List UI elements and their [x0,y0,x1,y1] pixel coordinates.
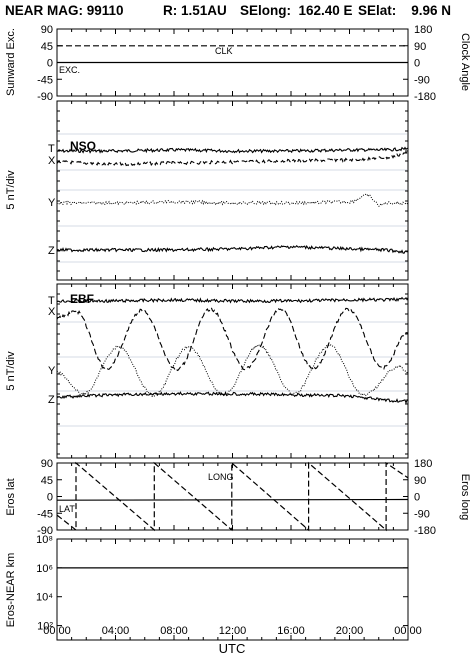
selat-label: SElat: 9.96 N [358,3,452,18]
y-tick-label-right: -180 [414,91,436,103]
y-tick-label-right: -90 [414,74,430,86]
y-tick-label-right: 0 [414,58,420,70]
y-tick-label-right: 90 [414,41,426,53]
series-label-exc: EXC. [59,65,80,75]
series-label-long: LONG [208,472,234,482]
x-tick-label: 08:00 [160,625,188,637]
ylabel-eros-near-km: Eros-NEAR km [5,553,17,628]
panel-eros-lat: Eros lat Eros long LONG LAT 90 180 45 90 0 0 -… [5,458,471,537]
mission-label: NEAR MAG: 99110 [5,3,124,18]
y-tick-label-right: 180 [414,458,432,470]
y-tick-label: 45 [41,475,53,487]
y-tick-label-right: 0 [414,492,420,504]
panel-tag-ebf: EBF [70,292,94,306]
ylabel-eros-long: Eros long [459,474,471,520]
y-tick-label: 10² [37,621,53,633]
series-line-x [56,151,409,167]
series-label-y: Y [48,197,56,209]
series-label-clk: CLK [215,46,233,56]
ylabel-nso: 5 nT/div [5,170,17,210]
y-tick-label: -90 [37,525,53,537]
series-label-y: Y [48,365,56,377]
y-tick-label: 10⁶ [36,563,53,575]
y-tick-label: -90 [37,91,53,103]
y-tick-label: 0 [47,58,53,70]
panel-eros-near-km: Eros-NEAR km 10⁸ 10⁶ 10⁴ 10² [5,534,409,641]
x-tick-label: 16:00 [277,625,305,637]
y-tick-label: -45 [37,508,53,520]
series-line-long [56,461,409,532]
y-tick-label: 90 [41,24,53,36]
range-label: R: 1.51AU [163,3,227,18]
series-line-x [56,307,409,372]
y-tick-label: 10⁴ [36,592,53,604]
y-tick-label: 10⁸ [36,534,53,546]
ylabel-clock-angle: Clock Angle [459,33,471,91]
ylabel-eros-lat: Eros lat [5,478,17,515]
y-tick-label-right: 180 [414,24,432,36]
page-title: NEAR MAG: 99110 R: 1.51AU SElong: 162.40… [0,3,474,19]
y-tick-label-right: 90 [414,475,426,487]
series-label-z: Z [48,394,55,406]
x-tick-label: 04:00 [102,625,130,637]
x-tick-label: 12:00 [219,625,247,637]
y-tick-label-right: -90 [414,508,430,520]
series-label-t: T [48,295,55,307]
panel-nso: 5 nT/div NSO TX Y Z [5,100,409,281]
y-tick-label-right: -180 [414,525,436,537]
selong-label: SElong: 162.40 E [240,3,353,18]
y-tick-label: 0 [47,492,53,504]
series-label-x: X [48,155,56,167]
x-tick-label: 20:00 [336,625,364,637]
panel-sunward-exc: Sunward Exc. Clock Angle CLK EXC. 90 180 4… [5,24,471,103]
x-tick-label: 00:00 [43,625,71,637]
series-line-t [56,146,409,154]
series-label-x: X [48,306,56,318]
panel-frame [56,283,409,459]
series-label-t: T [48,143,55,155]
panel-tag-nso: NSO [70,139,96,153]
x-tick-label: 00:00 [394,625,422,637]
y-tick-label: 90 [41,458,53,470]
series-line-z [56,244,409,254]
series-label-lat: LAT [59,504,75,514]
series-line-y [56,193,409,207]
panel-ebf: 5 nT/div EBF TX Y Z [5,283,409,459]
series-label-z: Z [48,245,55,257]
y-tick-label: 45 [41,41,53,53]
series-line-lat [56,498,409,501]
series-line-t [56,296,409,304]
series-line-z [56,390,409,405]
ylabel-sunward-exc: Sunward Exc. [5,28,17,96]
ylabel-ebf: 5 nT/div [5,351,17,391]
xaxis-label-utc: UTC [219,641,246,656]
y-tick-label: -45 [37,74,53,86]
series-line-y [56,343,409,398]
